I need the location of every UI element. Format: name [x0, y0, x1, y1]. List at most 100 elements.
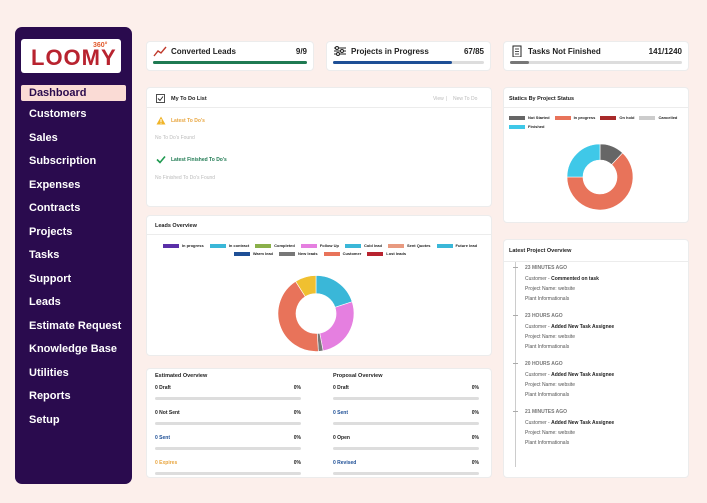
legend-item[interactable]: Sent Quotes: [387, 243, 431, 248]
timeline-marker: [513, 363, 518, 364]
sidebar-item-contracts[interactable]: Contracts: [29, 202, 81, 214]
legend-swatch: [300, 243, 317, 248]
overview-percent: 0%: [293, 385, 301, 391]
legend-item[interactable]: In progress: [554, 115, 595, 120]
donut-slice[interactable]: [319, 301, 355, 352]
timeline-detail: Plant Informationals: [525, 296, 570, 302]
timeline-item[interactable]: 20 HOURS AGO Customer - Added New Task As…: [525, 361, 685, 398]
overview-progress-bar: [155, 447, 301, 450]
legend-label: Cancelled: [658, 115, 678, 120]
legend-item[interactable]: New leads: [279, 251, 318, 256]
overview-label[interactable]: 0 Draft: [155, 385, 171, 391]
sidebar-item-setup[interactable]: Setup: [29, 413, 60, 426]
legend-item[interactable]: In contract: [209, 243, 249, 248]
sidebar-item-knowledge-base[interactable]: Knowledge Base: [29, 343, 118, 355]
sidebar-item-utilities[interactable]: Utilities: [29, 366, 69, 379]
legend-item[interactable]: Follow Up: [300, 243, 339, 248]
overview-progress-bar: [333, 472, 479, 475]
timeline-item[interactable]: 23 MINUTES AGO Customer - Commented on ta…: [525, 265, 685, 302]
legend-item[interactable]: Not Started: [509, 115, 550, 120]
sidebar-item-customers[interactable]: Customers: [29, 108, 87, 120]
timeline-item[interactable]: 23 HOURS AGO Customer - Added New Task As…: [525, 313, 685, 350]
activity-title: Latest Project Overview: [509, 248, 572, 254]
sidebar-item-subscription[interactable]: Subscription: [29, 155, 97, 167]
legend-label: On hold: [619, 115, 635, 120]
divider: [504, 261, 688, 262]
progress-fill: [510, 61, 529, 64]
timeline-time: 23 MINUTES AGO: [525, 265, 568, 271]
timeline-marker: [513, 315, 518, 316]
warning-icon: [156, 116, 166, 125]
legend-item[interactable]: Cancelled: [639, 115, 677, 120]
clipboard-icon: [512, 45, 522, 57]
legend-label: In progress: [181, 243, 204, 248]
timeline-detail: Plant Informationals: [525, 440, 570, 446]
timeline-line: [515, 262, 516, 467]
legend-item[interactable]: In progress: [162, 243, 204, 248]
sidebar-item-dashboard[interactable]: Dashboard: [21, 85, 126, 101]
overview-label[interactable]: 0 Draft: [333, 385, 349, 391]
stat-card-projects-in-progress[interactable]: Projects in Progress 67/85: [326, 41, 491, 71]
progress-fill: [153, 61, 307, 64]
sidebar-item-reports[interactable]: Reports: [29, 390, 71, 402]
sidebar-item-estimate-request[interactable]: Estimate Request: [29, 319, 122, 332]
sidebar-item-expenses[interactable]: Expenses: [29, 178, 81, 191]
legend-item[interactable]: On hold: [600, 115, 634, 120]
legend-label: Future lead: [455, 243, 478, 248]
todo-card: My To Do List View | New To Do Latest To…: [146, 87, 492, 207]
timeline-detail: Plant Informationals: [525, 392, 570, 398]
timeline-action: Added New Task Assignee: [551, 324, 615, 330]
new-todo-link[interactable]: New To Do: [453, 96, 478, 102]
timeline-prefix: Customer -: [525, 372, 552, 378]
overview-progress-bar: [155, 472, 301, 475]
checkbox-icon: [156, 94, 165, 103]
legend-item[interactable]: Future lead: [436, 243, 478, 248]
sidebar-item-tasks[interactable]: Tasks: [29, 249, 60, 261]
timeline-item[interactable]: 21 MINUTES AGO Customer - Added New Task …: [525, 409, 685, 446]
legend-item[interactable]: Cold lead: [344, 243, 382, 248]
legend-swatch: [554, 115, 571, 120]
overview-label[interactable]: 0 Sent: [333, 410, 349, 416]
timeline-marker: [513, 267, 518, 268]
stat-card-tasks-not-finished[interactable]: Tasks Not Finished 141/1240: [503, 41, 689, 71]
overview-label[interactable]: 0 Expires: [155, 460, 178, 466]
legend-item[interactable]: Completed: [255, 243, 295, 248]
chart-legend: In progress In contract Completed Follow Up…: [155, 243, 485, 256]
stat-title: Converted Leads: [171, 47, 236, 56]
overview-progress-bar: [333, 447, 479, 450]
overview-percent: 0%: [293, 435, 301, 441]
donut-slice[interactable]: [566, 143, 601, 178]
legend-swatch: [209, 243, 226, 248]
logo[interactable]: LOOMY 360°: [21, 39, 121, 73]
donut-slice[interactable]: [566, 152, 634, 211]
legend-item[interactable]: Lost leads: [367, 251, 406, 256]
legend-label: Lost leads: [386, 251, 407, 256]
timeline-time: 23 HOURS AGO: [525, 313, 563, 319]
legend-swatch: [233, 251, 250, 256]
stat-value: 9/9: [295, 47, 307, 56]
timeline-project: Project Name: website: [525, 334, 576, 340]
sidebar-item-sales[interactable]: Sales: [29, 131, 58, 144]
legend-item[interactable]: Finished: [509, 124, 544, 129]
overview-label[interactable]: 0 Open: [333, 435, 350, 441]
donut-slice[interactable]: [295, 275, 317, 298]
timeline-action: Commented on task: [551, 276, 599, 282]
divider: [147, 234, 491, 235]
timeline-project: Project Name: website: [525, 382, 576, 388]
legend-item[interactable]: Customer: [323, 251, 361, 256]
sidebar-item-support[interactable]: Support: [29, 272, 72, 285]
timeline-time: 21 MINUTES AGO: [525, 409, 568, 415]
overview-label[interactable]: 0 Sent: [155, 435, 171, 441]
sidebar-item-projects[interactable]: Projects: [29, 225, 73, 238]
todo-view-link[interactable]: View: [433, 96, 444, 102]
finished-todo-heading: Latest Finished To Do's: [171, 157, 227, 163]
timeline-action: Added New Task Assignee: [551, 372, 615, 378]
sidebar-item-leads[interactable]: Leads: [29, 296, 61, 308]
overview-percent: 0%: [293, 410, 301, 416]
donut-slice[interactable]: [315, 275, 353, 308]
overview-label[interactable]: 0 Not Sent: [155, 410, 180, 416]
overview-label[interactable]: 0 Revised: [333, 460, 357, 466]
stat-card-converted-leads[interactable]: Converted Leads 9/9: [146, 41, 314, 71]
legend-item[interactable]: Warm lead: [233, 251, 273, 256]
donut-slice[interactable]: [277, 281, 319, 352]
